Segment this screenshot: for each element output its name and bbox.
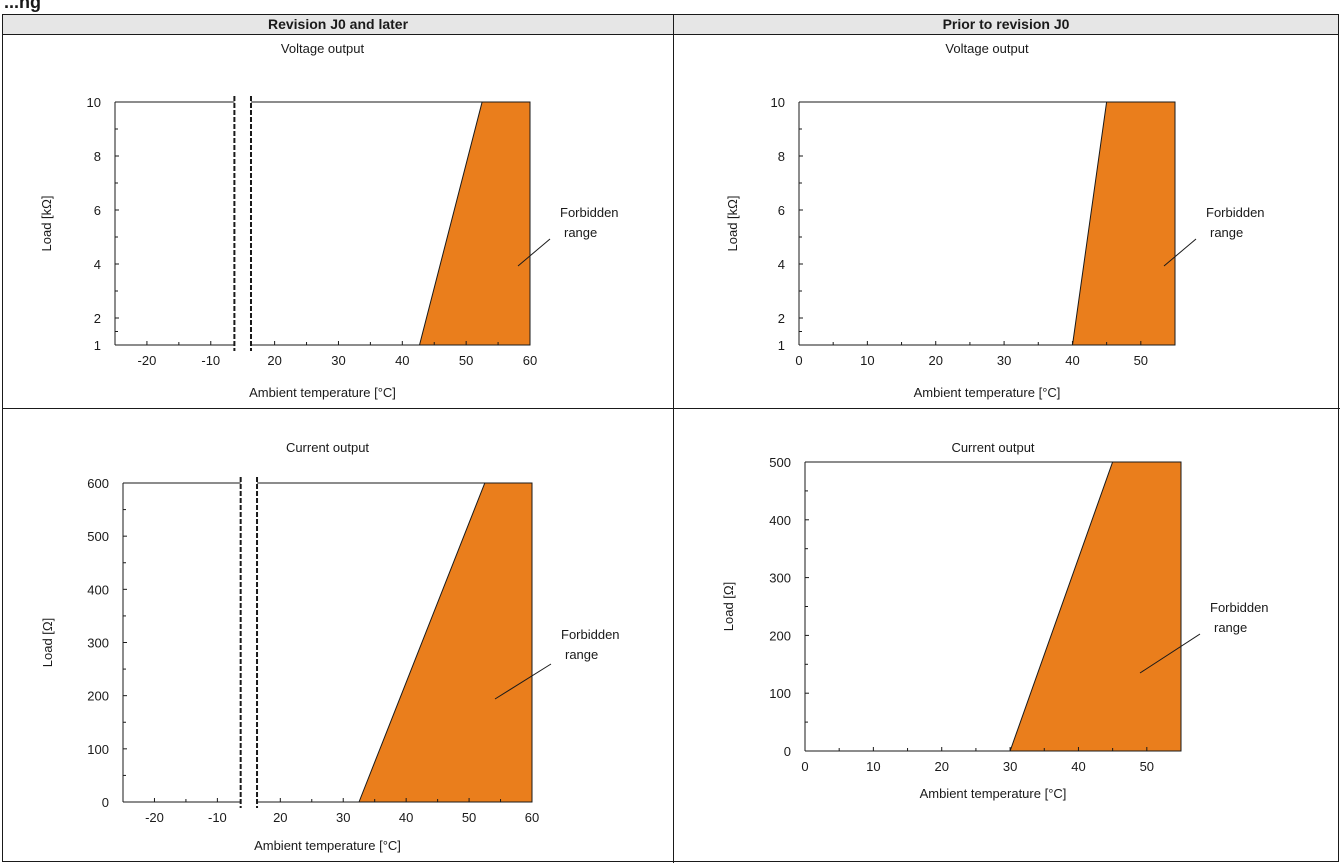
y-axis-label: Load [kΩ] (39, 196, 54, 252)
x-tick-label: -10 (201, 353, 220, 368)
y-tick-label: 500 (769, 455, 791, 470)
forbidden-range-leader-line (1139, 633, 1201, 674)
y-tick-label: 10 (771, 95, 785, 110)
column-divider (673, 15, 674, 863)
y-tick-label: 0 (102, 795, 109, 810)
x-tick-label: 20 (934, 759, 948, 774)
y-tick-label: 4 (778, 257, 785, 272)
x-tick-label: 20 (273, 810, 287, 825)
x-tick-label: -20 (145, 810, 164, 825)
forbidden-range-label-line2: range (564, 225, 597, 240)
x-tick-label: 30 (331, 353, 345, 368)
forbidden-range-leader-line (494, 663, 552, 700)
x-tick-label: 40 (1071, 759, 1085, 774)
forbidden-range-area (1071, 101, 1176, 346)
x-tick-label: 0 (795, 353, 802, 368)
x-tick-label: 30 (997, 353, 1011, 368)
y-tick-label: 100 (769, 686, 791, 701)
y-tick-label: 1 (778, 338, 785, 353)
forbidden-range-label-line1: Forbidden (1206, 205, 1265, 220)
x-tick-label: 30 (1003, 759, 1017, 774)
y-tick-label: 6 (778, 203, 785, 218)
x-tick-label: -20 (138, 353, 157, 368)
y-tick-label: 0 (784, 744, 791, 759)
forbidden-range-leader-line (517, 238, 551, 267)
x-axis-label: Ambient temperature [°C] (914, 385, 1061, 400)
x-tick-label: 10 (860, 353, 874, 368)
chart-voltage-prior-to-j0: Voltage output 0 10 20 30 40 50 1 2 4 6 8 10 Ambient … (725, 41, 1265, 400)
chart-title: Voltage output (945, 41, 1029, 56)
x-tick-label: 50 (459, 353, 473, 368)
x-tick-label: 50 (462, 810, 476, 825)
y-axis-label: Load [kΩ] (725, 196, 740, 252)
y-tick-label: 4 (94, 257, 101, 272)
x-tick-label: 20 (267, 353, 281, 368)
y-tick-label: 6 (94, 203, 101, 218)
y-tick-label: 2 (94, 311, 101, 326)
x-tick-label: 10 (866, 759, 880, 774)
x-axis-label: Ambient temperature [°C] (254, 838, 401, 853)
chart-title: Current output (951, 440, 1034, 455)
x-axis-label: Ambient temperature [°C] (920, 786, 1067, 801)
y-tick-label: 300 (87, 636, 109, 651)
forbidden-range-label-line1: Forbidden (561, 627, 620, 642)
derating-table: Revision J0 and later Prior to revision … (2, 14, 1340, 863)
y-tick-label: 2 (778, 311, 785, 326)
x-tick-label: 50 (1134, 353, 1148, 368)
x-tick-label: -10 (208, 810, 227, 825)
x-tick-label: 0 (801, 759, 808, 774)
forbidden-range-label-line1: Forbidden (560, 205, 619, 220)
x-tick-label: 40 (1065, 353, 1079, 368)
y-tick-label: 400 (87, 582, 109, 597)
y-tick-label: 200 (87, 689, 109, 704)
x-tick-label: 60 (525, 810, 539, 825)
forbidden-range-label-line2: range (1214, 620, 1247, 635)
y-tick-label: 10 (87, 95, 101, 110)
y-tick-label: 400 (769, 513, 791, 528)
column-header-right: Prior to revision J0 (674, 15, 1338, 35)
forbidden-range-leader-line (1163, 238, 1197, 267)
y-tick-label: 500 (87, 529, 109, 544)
y-tick-label: 8 (94, 149, 101, 164)
y-tick-label: 1 (94, 338, 101, 353)
chart-current-revision-j0-and-later: Current output-20 -10 20 30 40 50 600100200300… (40, 440, 620, 853)
x-tick-label: 40 (399, 810, 413, 825)
y-tick-label: 8 (778, 149, 785, 164)
y-tick-label: 100 (87, 742, 109, 757)
y-axis-label: Load [Ω] (721, 582, 736, 631)
y-tick-label: 600 (87, 476, 109, 491)
forbidden-range-label-line2: range (1210, 225, 1243, 240)
row-divider (3, 408, 1340, 409)
x-tick-label: 30 (336, 810, 350, 825)
y-axis-label: Load [Ω] (40, 618, 55, 667)
x-axis-label: Ambient temperature [°C] (249, 385, 396, 400)
axis-break-gap (234, 96, 251, 351)
x-tick-label: 40 (395, 353, 409, 368)
y-tick-label: 300 (769, 571, 791, 586)
forbidden-range-area (418, 101, 531, 346)
y-tick-label: 200 (769, 628, 791, 643)
forbidden-range-label-line1: Forbidden (1210, 600, 1269, 615)
forbidden-range-area (1009, 461, 1182, 752)
x-tick-label: 20 (928, 353, 942, 368)
chart-voltage-revision-j0-and-later: Voltage output -20 -10 20 30 40 50 60 1 2 4 6 8 10 Amb… (39, 41, 619, 400)
x-tick-label: 60 (523, 353, 537, 368)
axis-break-gap (240, 477, 258, 808)
section-heading: ...ng (4, 0, 41, 12)
chart-title: Current output (286, 440, 369, 455)
column-header-left: Revision J0 and later (3, 15, 673, 35)
forbidden-range-label-line2: range (565, 647, 598, 662)
chart-title: Voltage output (281, 41, 365, 56)
forbidden-range-area (358, 482, 533, 803)
x-tick-label: 50 (1140, 759, 1154, 774)
